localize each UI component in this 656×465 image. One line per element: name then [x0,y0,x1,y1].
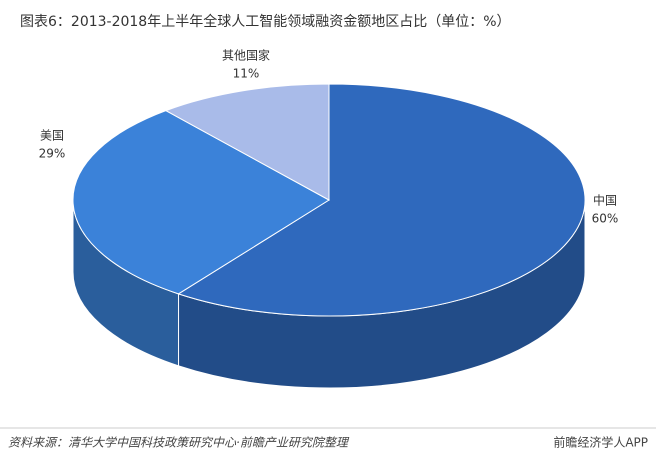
slice [177,83,586,317]
value-label: 11% [233,67,260,81]
brand: 前瞻经济学人APP [553,435,648,450]
slice-label: 中国 [593,193,617,208]
slice-label: 美国 [40,129,64,143]
chart-title: 图表6：2013-2018年上半年全球人工智能领域融资金额地区占比（单位：%） [20,13,511,30]
source: 资料来源：清华大学中国科技政策研究中心·前瞻产业研究院整理 [8,436,350,450]
value-label: 29% [39,147,66,161]
slice [72,110,330,295]
slice-label: 其他国家 [222,48,270,63]
slice [164,83,330,201]
value-label: 60% [592,212,619,226]
